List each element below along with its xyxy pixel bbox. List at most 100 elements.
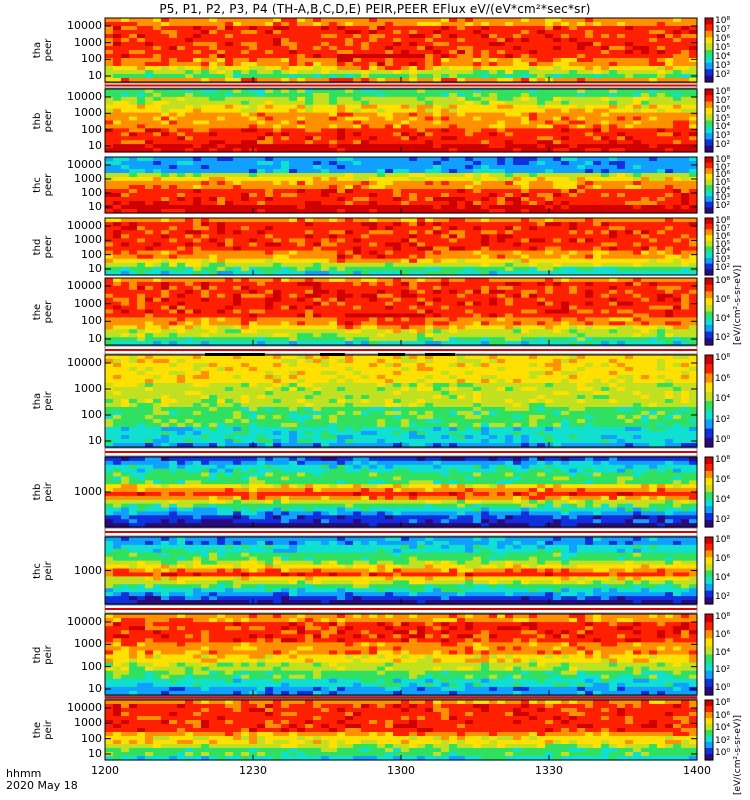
colorbar-tick-label: 10³ [715,131,731,142]
separator-line [105,84,697,87]
y-tick-label: 100 [81,314,102,328]
colorbar-thc-peer [705,157,713,214]
colorbar-tick-label: 10⁸ [715,535,731,545]
y-tick-label: 100 [81,52,102,66]
y-tick-label: 100 [81,408,102,421]
colorbar-tick-label: 10⁸ [715,353,731,363]
spectrogram-tha-peir [105,355,698,448]
colorbar-tick-label: 10⁵ [715,113,731,124]
y-tick-label: 10000 [67,356,102,369]
colorbar-tick-label: 10⁸ [715,276,731,286]
y-tick-label: 10 [88,69,102,82]
spectrogram-thd-peir [105,614,698,696]
spectrogram-thc-peer [105,157,698,214]
y-axis-label-line: thb [32,112,43,129]
y-axis-label-line: tha [32,41,43,59]
colorbar-frame [704,17,714,83]
y-axis-label-thd-peir: thd peir [32,620,54,690]
y-tick-label: 10 [88,200,102,213]
separator-line [105,696,697,699]
spectrogram-thb-peer [105,89,698,153]
colorbar-tha-peir [705,355,713,448]
y-tick-label: 1000 [74,485,102,498]
y-axis-label-line: peer [43,38,54,62]
colorbar-tick-label: 10⁸ [715,155,731,165]
spectrogram-thb-peir [105,457,698,528]
colorbar-frame [704,536,714,605]
y-axis-label-thc-peir: thc peir [32,536,54,606]
y-axis-label-thd-peer: thd peer [32,212,54,282]
spectrogram-the-peer [105,278,698,346]
y-axis-label-line: peir [43,720,54,740]
y-axis-label-the-peir: the peir [32,695,54,765]
colorbar-frame [704,217,714,276]
colorbar-tick-label: 10² [715,515,731,525]
y-axis-label-line: peir [43,482,54,502]
y-tick-label: 1000 [74,233,102,247]
y-axis-label-line: peir [43,560,54,581]
y-axis-label-line: thc [32,562,43,579]
y-axis-label-thc-peer: thc peer [32,150,54,220]
y-axis-label-line: peir [43,644,54,665]
colorbar-tick-label: 10⁰ [715,683,731,693]
colorbar-tick-label: 10⁰ [715,435,731,445]
colorbar-thd-peir [705,614,713,696]
colorbar-thb-peer [705,89,713,153]
spectrogram-tha-peer [105,18,698,83]
colorbar-tick-label: 10⁷ [715,162,731,173]
y-tick-label: 1000 [74,716,102,730]
colorbar-tick-label: 10⁰ [715,748,731,758]
dwell-marker [205,353,265,356]
colorbar-frame [704,613,714,696]
colorbar-tick-label: 10⁶ [715,231,731,242]
colorbar-frame [704,88,714,153]
colorbar-unit-ion: [eV/(cm²-s-sr-eV)] [733,714,743,795]
separator-line [105,349,697,351]
spectrogram-thc-peir [105,537,698,605]
footer-hhmm: hhmm [6,767,42,780]
colorbar-tick-label: 10² [715,735,731,746]
spectrogram-the-peir [105,700,698,761]
y-tick-label: 1000 [74,106,102,120]
y-tick-label: 10 [88,139,102,152]
colorbar-tick-label: 10² [715,333,731,343]
colorbar-thc-peir [705,537,713,605]
y-axis-label-tha-peer: tha peer [32,15,54,85]
colorbar-tick-label: 10⁶ [715,710,731,721]
colorbar-thd-peer [705,218,713,276]
y-tick-label: 10 [88,747,102,760]
colorbar-frame [704,156,714,214]
colorbar-tick-label: 10⁶ [715,295,731,305]
y-tick-label: 100 [81,731,102,745]
y-axis-label-tha-peir: tha peir [32,366,54,436]
colorbar-tick-label: 10⁸ [715,87,731,97]
colorbar-tick-label: 10⁴ [715,573,731,583]
x-tick-label: 1230 [239,764,267,777]
y-axis-label-line: peer [43,235,54,258]
colorbar-the-peer [705,278,713,346]
colorbar-tick-label: 10² [715,592,731,602]
y-axis-label-line: tha [32,392,43,410]
y-axis-label-line: thb [32,483,43,501]
plot-title: P5, P1, P2, P3, P4 (TH-A,B,C,D,E) PEIR,P… [159,2,591,16]
y-axis-label-line: peer [43,300,54,323]
colorbar-tick-label: 10² [715,70,731,80]
x-tick-label: 1400 [683,764,711,777]
dwell-marker [378,353,405,356]
y-axis-label-line: peer [43,173,54,197]
separator-line [105,531,697,533]
colorbar-tick-label: 10⁵ [715,239,731,250]
y-tick-label: 10000 [67,701,102,714]
colorbar-tick-label: 10⁶ [715,373,731,384]
colorbar-tick-label: 10⁴ [715,647,731,658]
separator-line [105,451,697,453]
colorbar-tick-label: 10⁸ [715,698,731,708]
colorbar-frame [704,277,714,346]
colorbar-frame [704,456,714,528]
y-tick-label: 1000 [74,172,102,185]
colorbar-tick-label: 10⁷ [715,95,731,106]
colorbar-tick-label: 10² [715,665,731,676]
y-tick-label: 10000 [67,219,102,232]
colorbar-tick-label: 10⁴ [715,122,731,133]
y-axis-label-the-peer: the peer [32,277,54,347]
